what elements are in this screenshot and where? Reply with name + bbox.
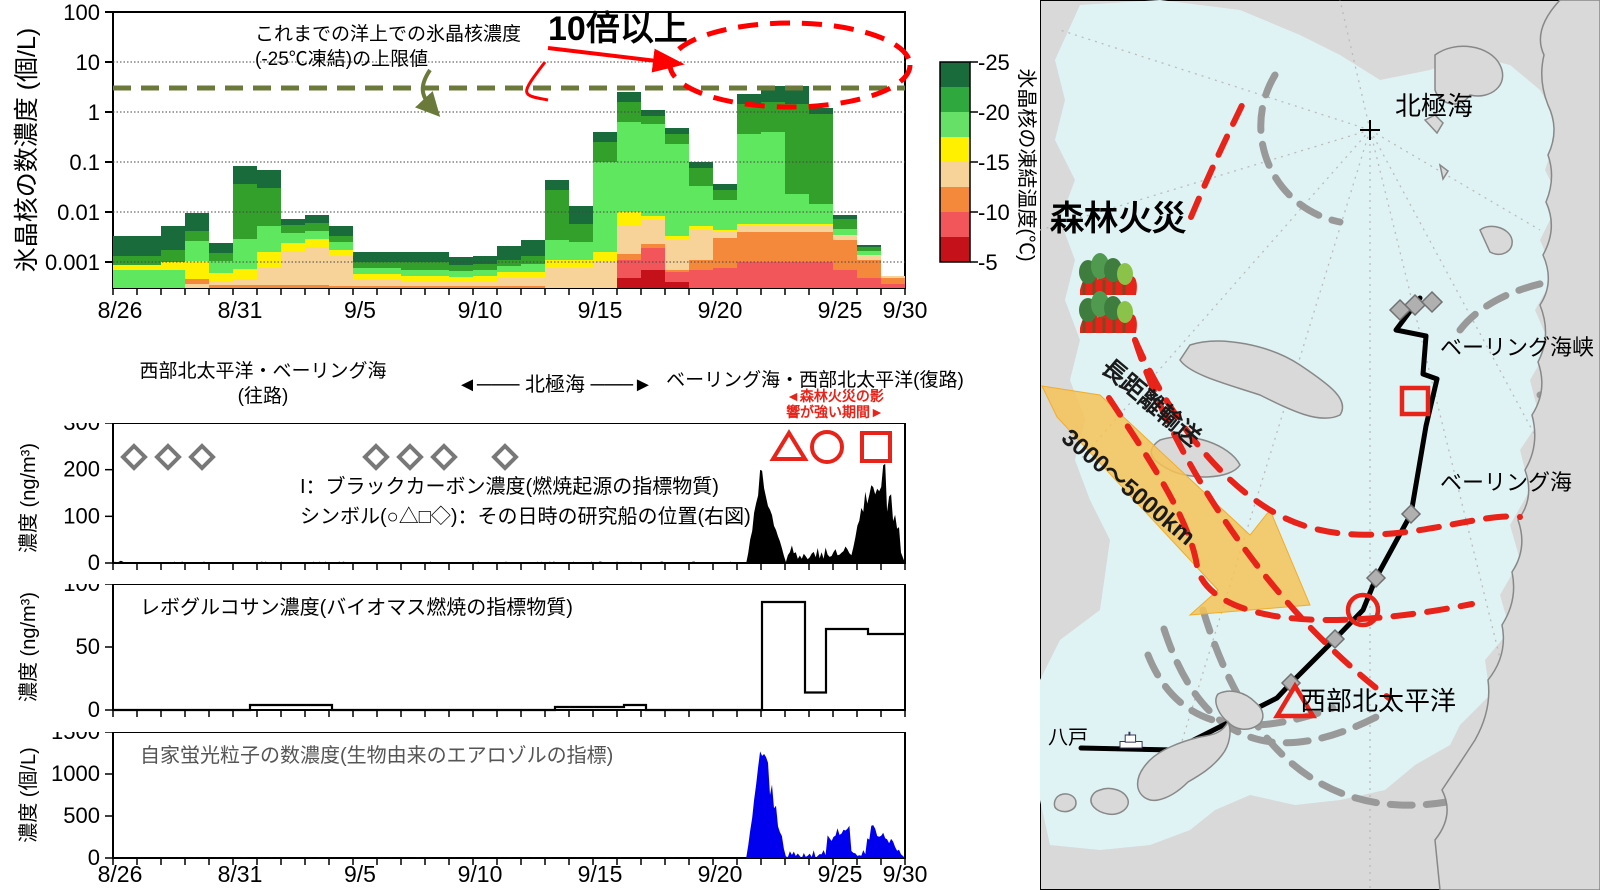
svg-text:8/31: 8/31 [218,861,263,882]
svg-text:9/20: 9/20 [698,861,743,882]
svg-text:9/30: 9/30 [883,861,928,882]
svg-text:濃度 (個/L): 濃度 (個/L) [17,747,40,843]
svg-text:9/15: 9/15 [578,297,623,323]
svg-text:10倍以上: 10倍以上 [548,10,688,48]
svg-text:-5: -5 [978,250,998,275]
svg-text:0.01: 0.01 [57,200,100,225]
svg-text:I：ブラックカーボン濃度(燃焼起源の指標物質): I：ブラックカーボン濃度(燃焼起源の指標物質) [300,474,719,498]
svg-text:9/5: 9/5 [344,861,376,882]
svg-text:10: 10 [76,50,100,75]
svg-text:200: 200 [63,457,100,482]
svg-text:-15: -15 [978,150,1010,175]
svg-text:500: 500 [63,803,100,828]
svg-text:8/26: 8/26 [98,861,143,882]
svg-text:0: 0 [88,697,100,722]
svg-text:シンボル(○△□◇)：その日時の研究船の位置(右図): シンボル(○△□◇)：その日時の研究船の位置(右図) [300,505,751,528]
svg-text:8/31: 8/31 [218,297,263,323]
svg-text:濃度 (ng/m³): 濃度 (ng/m³) [17,592,40,702]
svg-text:9/25: 9/25 [818,297,863,323]
svg-text:8/26: 8/26 [98,297,143,323]
svg-text:これまでの洋上での氷晶核濃度: これまでの洋上での氷晶核濃度 [255,23,521,45]
svg-text:9/30: 9/30 [883,297,928,323]
svg-text:1: 1 [88,100,100,125]
svg-text:1000: 1000 [51,761,100,786]
svg-text:50: 50 [76,634,100,659]
svg-text:ベーリング海峡: ベーリング海峡 [1440,335,1594,360]
svg-text:0: 0 [88,550,100,573]
svg-text:西部北太平洋: 西部北太平洋 [1300,686,1456,716]
svg-text:氷晶核の数濃度 (個/L): 氷晶核の数濃度 (個/L) [13,28,41,272]
svg-text:森林火災: 森林火災 [1050,200,1186,238]
svg-text:9/15: 9/15 [578,861,623,882]
svg-text:-25: -25 [978,50,1010,75]
svg-text:100: 100 [63,0,100,25]
svg-text:9/10: 9/10 [458,861,503,882]
svg-text:9/5: 9/5 [344,297,376,323]
svg-text:レボグルコサン濃度(バイオマス燃焼の指標物質): レボグルコサン濃度(バイオマス燃焼の指標物質) [140,596,573,619]
svg-text:9/20: 9/20 [698,297,743,323]
svg-text:-20: -20 [978,100,1010,125]
svg-text:100: 100 [63,503,100,528]
svg-text:1500: 1500 [51,732,100,744]
svg-text:北極海: 北極海 [1395,91,1473,121]
svg-text:0.1: 0.1 [69,150,100,175]
svg-text:八戸: 八戸 [1048,727,1088,749]
svg-text:(-25℃凍結)の上限値: (-25℃凍結)の上限値 [255,48,428,70]
svg-text:自家蛍光粒子の数濃度(生物由来のエアロゾルの指標): 自家蛍光粒子の数濃度(生物由来のエアロゾルの指標) [140,744,613,767]
svg-text:ベーリング海: ベーリング海 [1440,470,1572,495]
svg-text:氷晶核の凍結温度(℃): 氷晶核の凍結温度(℃) [1015,68,1038,261]
svg-text:9/10: 9/10 [458,297,503,323]
svg-text:100: 100 [63,584,100,596]
svg-text:9/25: 9/25 [818,861,863,882]
svg-text:0.001: 0.001 [45,250,100,275]
svg-text:300: 300 [63,423,100,435]
svg-text:濃度 (ng/m³): 濃度 (ng/m³) [17,443,40,553]
svg-text:-10: -10 [978,200,1010,225]
